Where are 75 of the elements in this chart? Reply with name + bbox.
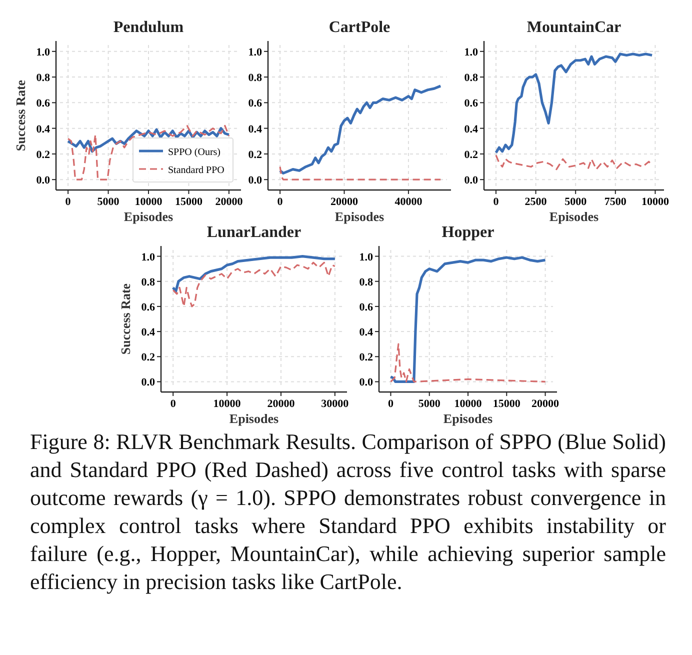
x-tick-label: 7500 (604, 196, 627, 208)
chart-title: CartPole (328, 19, 390, 36)
y-tick-label: 0.2 (464, 148, 478, 161)
line-series (172, 254, 336, 293)
x-tick-label: 10000 (134, 196, 163, 208)
x-axis-title: Episodes (549, 209, 599, 224)
y-tick-label: 1.0 (141, 251, 156, 264)
y-tick-label: 0.0 (36, 174, 50, 187)
y-tick-label: 1.0 (464, 46, 478, 58)
y-tick-label: 0.2 (36, 148, 50, 161)
x-tick-label: 0 (388, 398, 394, 410)
chart-title: LunarLander (206, 224, 302, 241)
x-axis-title: Episodes (443, 411, 493, 426)
y-tick-label: 0.6 (36, 98, 50, 110)
y-tick-label: 0.8 (464, 72, 478, 84)
line-series (278, 84, 442, 174)
chart-title: Pendulum (113, 19, 184, 36)
x-tick-label: 10000 (454, 398, 482, 410)
y-tick-label: 0.4 (359, 326, 374, 339)
x-tick-label: 10000 (213, 398, 242, 410)
y-tick-label: 0.4 (464, 123, 478, 136)
x-tick-label: 0 (65, 196, 72, 208)
x-tick-label: 20000 (532, 398, 560, 410)
x-tick-label: 5000 (97, 196, 120, 208)
y-tick-label: 0.4 (141, 326, 156, 339)
y-tick-label: 0.6 (141, 301, 156, 314)
chart-title: MountainCar (526, 19, 622, 36)
y-tick-label: 0.4 (36, 123, 50, 136)
y-tick-label: 0.2 (141, 352, 156, 364)
y-tick-label: 0.8 (248, 72, 262, 84)
x-tick-label: 0 (170, 398, 176, 410)
x-axis-title: Episodes (124, 209, 174, 224)
y-tick-label: 0.8 (141, 276, 156, 288)
x-tick-label: 20000 (330, 196, 358, 208)
x-axis-title: Episodes (229, 411, 279, 426)
x-tick-label: 0 (493, 196, 500, 208)
y-tick-label: 0.0 (141, 376, 156, 389)
x-tick-label: 15000 (492, 398, 521, 410)
x-tick-label: 30000 (321, 398, 350, 410)
line-series (390, 343, 546, 383)
x-tick-label: 20000 (267, 398, 296, 410)
y-tick-label: 0.2 (248, 148, 262, 161)
y-tick-label: 0.6 (464, 98, 478, 110)
x-tick-label: 15000 (174, 196, 203, 208)
x-axis-title: Episodes (334, 209, 384, 224)
y-axis-title: Success Rate (118, 283, 133, 355)
y-tick-label: 1.0 (36, 46, 50, 58)
x-tick-label: 5000 (564, 196, 588, 208)
line-series (389, 256, 547, 384)
caption: Figure 8: RLVR Benchmark Results. Comparison of SPPO (Blue Solid) and Standard PPO (Red Dashed) across five control tasks with sparse outcome rewards (γ = 1.0). SPPO demonstrates robust convergence in complex control tasks where Standard PPO exhibits instability or failure (e.g., Hopper, MountainCar), while achieving superior sample efficiency in precision tasks like CartPole. (30, 428, 666, 596)
legend-label: SPPO (Ours) (168, 147, 221, 158)
y-axis-title: Success Rate (13, 80, 28, 152)
y-tick-label: 0.4 (248, 123, 262, 136)
y-tick-label: 1.0 (359, 251, 374, 264)
line-series (67, 124, 230, 180)
chart-title: Hopper (442, 224, 494, 241)
y-tick-label: 0.6 (359, 301, 374, 314)
y-tick-label: 0.0 (248, 174, 262, 187)
y-tick-label: 0.6 (248, 98, 262, 110)
x-tick-label: 5000 (418, 398, 441, 410)
x-tick-label: 20000 (215, 196, 244, 208)
line-series (172, 262, 336, 308)
x-tick-label: 0 (277, 196, 284, 208)
y-tick-label: 0.8 (36, 72, 50, 84)
y-tick-label: 0.0 (359, 376, 374, 389)
y-tick-label: 1.0 (248, 46, 262, 58)
y-tick-label: 0.2 (359, 352, 374, 364)
x-tick-label: 40000 (394, 196, 423, 208)
x-tick-label: 2500 (524, 196, 548, 208)
x-tick-label: 10000 (641, 196, 670, 208)
legend-label: Standard PPO (168, 165, 224, 176)
line-series (494, 52, 654, 154)
y-tick-label: 0.8 (359, 276, 374, 288)
line-series (495, 154, 653, 170)
y-tick-label: 0.0 (464, 174, 478, 187)
